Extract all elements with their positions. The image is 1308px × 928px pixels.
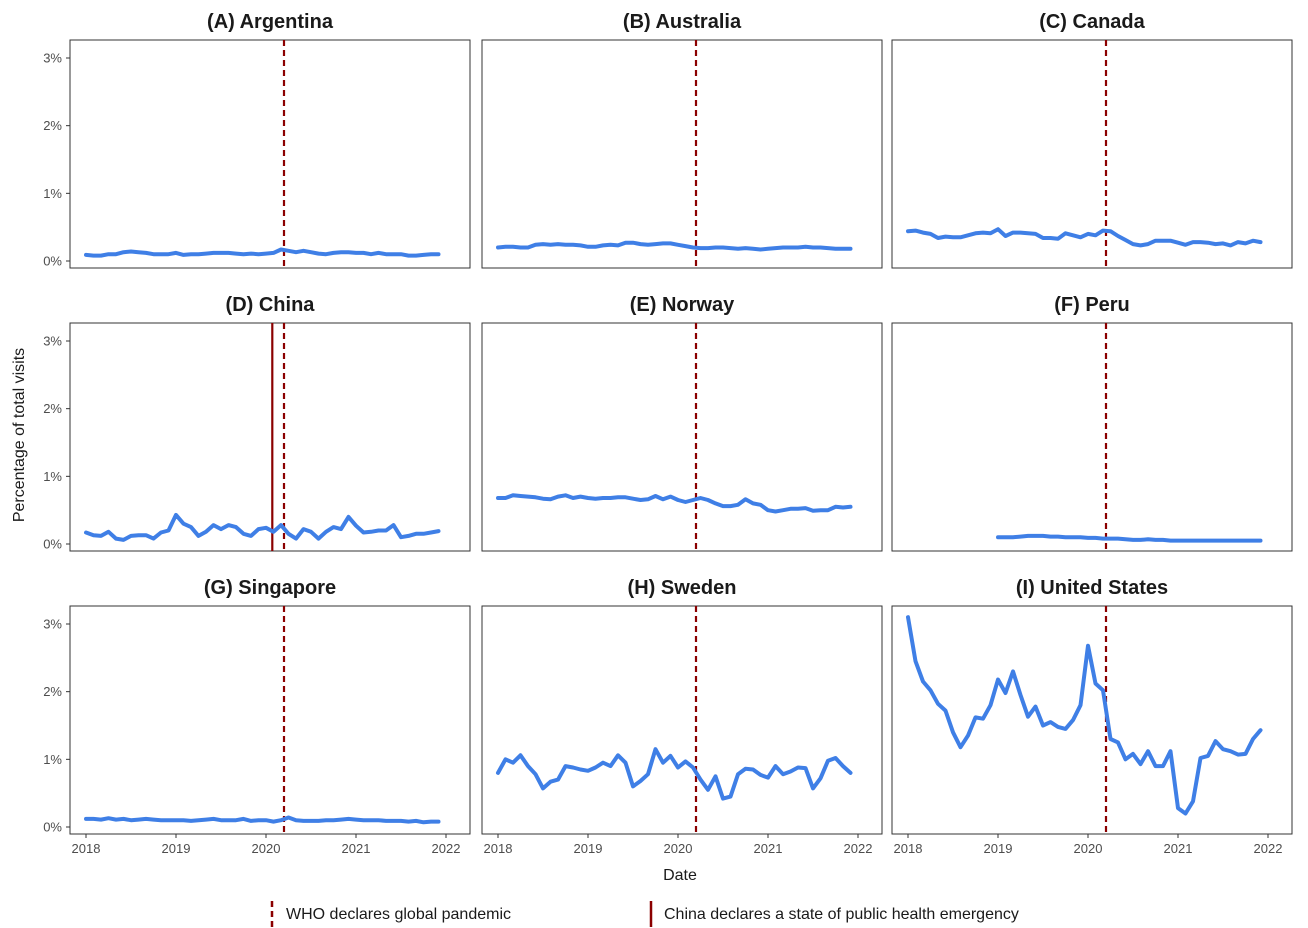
x-tick-label: 2018 — [894, 841, 923, 856]
panel-frame — [481, 322, 883, 552]
panel-title: (C) Canada — [1039, 11, 1145, 33]
x-tick-label: 2020 — [252, 841, 281, 856]
x-tick-label: 2018 — [484, 841, 513, 856]
legend-china-label: China declares a state of public health … — [664, 906, 1019, 923]
panel-frame — [69, 39, 471, 269]
y-tick-label: 3% — [43, 51, 62, 66]
series-line — [496, 493, 853, 514]
x-tick-label: 2022 — [1254, 841, 1283, 856]
panel: (B) Australia — [481, 11, 883, 269]
y-axis-label: Percentage of total visits — [11, 348, 28, 522]
panel-frame — [481, 605, 883, 835]
panel-title: (A) Argentina — [207, 11, 334, 33]
x-tick-label: 2021 — [342, 841, 371, 856]
panel: (G) Singapore 0% 1% 2% 3% 2018 2019 2020 2021 202… — [43, 577, 471, 856]
panel: (E) Norway — [481, 294, 883, 552]
y-tick-label: 1% — [43, 752, 62, 767]
legend-who-label: WHO declares global pandemic — [286, 906, 511, 923]
series-line — [906, 227, 1263, 248]
y-tick-label: 2% — [43, 684, 62, 699]
x-tick-label: 2019 — [574, 841, 603, 856]
panel: (D) China 0% 1% 2% 3% — [43, 294, 471, 552]
y-tick-label: 0% — [43, 254, 62, 269]
series-line — [84, 815, 441, 825]
x-tick-label: 2019 — [162, 841, 191, 856]
legend: WHO declares global pandemic China decla… — [270, 901, 1019, 927]
x-tick-label: 2018 — [72, 841, 101, 856]
series-line — [496, 747, 853, 801]
x-tick-label: 2021 — [754, 841, 783, 856]
x-tick-label: 2022 — [844, 841, 873, 856]
y-tick-label: 0% — [43, 537, 62, 552]
x-axis-label: Date — [663, 867, 697, 884]
panel-frame — [69, 322, 471, 552]
panel: (C) Canada — [891, 11, 1293, 269]
panel-frame — [891, 605, 1293, 835]
panel-title: (I) United States — [1016, 577, 1168, 599]
panel-title: (F) Peru — [1054, 294, 1130, 316]
series-line — [84, 512, 441, 542]
panel-frame — [891, 39, 1293, 269]
y-tick-label: 0% — [43, 820, 62, 835]
panel: (A) Argentina 0% 1% 2% 3% — [43, 11, 471, 269]
series-line — [496, 240, 853, 252]
panels-layer: (A) Argentina 0% 1% 2% 3% (B) Australia (C) Ca… — [43, 11, 1293, 856]
series-line — [906, 615, 1263, 816]
panel-title: (B) Australia — [623, 11, 742, 33]
y-tick-label: 1% — [43, 186, 62, 201]
panel-title: (D) China — [226, 294, 316, 316]
x-tick-label: 2020 — [664, 841, 693, 856]
panel-frame — [69, 605, 471, 835]
panel: (H) Sweden 2018 2019 2020 2021 2022 — [481, 577, 883, 856]
y-tick-label: 2% — [43, 118, 62, 133]
y-tick-label: 1% — [43, 469, 62, 484]
x-tick-label: 2019 — [984, 841, 1013, 856]
x-tick-label: 2020 — [1074, 841, 1103, 856]
series-line — [996, 533, 1263, 543]
panel-title: (H) Sweden — [628, 577, 737, 599]
panel: (I) United States 2018 2019 2020 2021 2022 — [891, 577, 1293, 856]
panel-title: (E) Norway — [630, 294, 735, 316]
series-line — [84, 247, 441, 258]
x-tick-label: 2022 — [432, 841, 461, 856]
panel-frame — [891, 322, 1293, 552]
x-tick-label: 2021 — [1164, 841, 1193, 856]
y-tick-label: 2% — [43, 401, 62, 416]
panel: (F) Peru — [891, 294, 1293, 552]
y-tick-label: 3% — [43, 334, 62, 349]
panel-frame — [481, 39, 883, 269]
y-tick-label: 3% — [43, 617, 62, 632]
panel-title: (G) Singapore — [204, 577, 336, 599]
